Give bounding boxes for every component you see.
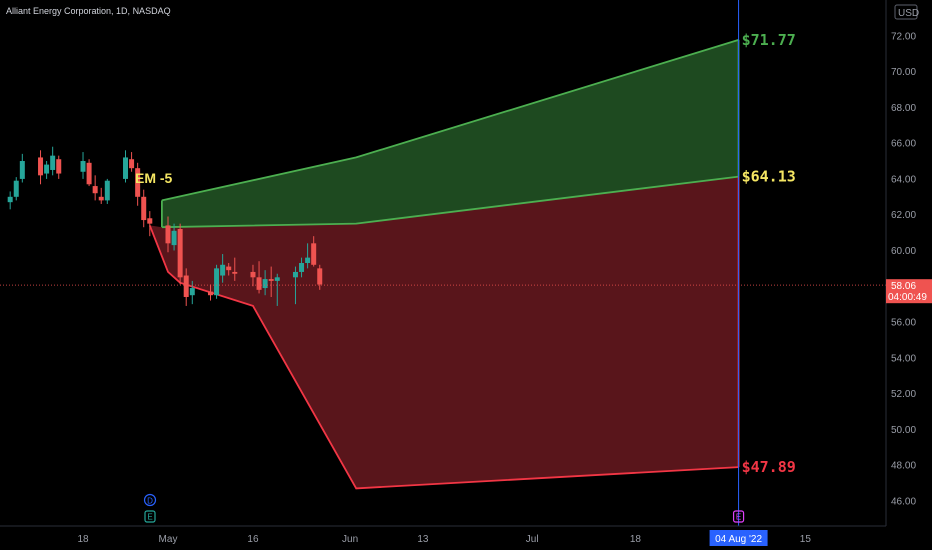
- dividend-marker-label: D: [147, 497, 153, 506]
- crosshair-date-label: 04 Aug '22: [715, 534, 762, 545]
- lower-band-area: [149, 176, 739, 489]
- y-tick-label: 52.00: [891, 389, 916, 400]
- y-tick-label: 50.00: [891, 425, 916, 436]
- candle-body: [44, 164, 50, 174]
- candle-body: [226, 266, 232, 271]
- candle-body: [207, 291, 213, 296]
- band-end-label: $64.13: [742, 168, 796, 186]
- dividend-marker[interactable]: [143, 493, 157, 507]
- y-tick-label: 70.00: [891, 67, 916, 78]
- candle-body: [50, 155, 56, 170]
- earnings-marker[interactable]: [144, 510, 156, 523]
- candle-body: [165, 225, 171, 244]
- last-price-value: 58.06: [891, 281, 916, 292]
- y-tick-label: 60.00: [891, 246, 916, 257]
- price-axis-bg[interactable]: [886, 0, 932, 550]
- candle-body: [317, 268, 323, 285]
- candle-body: [305, 257, 311, 263]
- candle-body: [274, 277, 280, 281]
- y-tick-label: 48.00: [891, 461, 916, 472]
- candle-body: [92, 186, 98, 194]
- price-axis: 46.0048.0050.0052.0054.0056.0058.0060.00…: [885, 0, 932, 550]
- candle-body: [232, 271, 238, 274]
- future-earnings-marker[interactable]: [732, 510, 745, 523]
- candle-body: [177, 229, 183, 278]
- candle-body: [80, 161, 86, 172]
- candle-body: [250, 271, 256, 278]
- candle-body: [123, 157, 129, 179]
- x-tick-label: Jun: [342, 534, 358, 545]
- candle-body: [19, 161, 25, 179]
- candle-body: [214, 268, 220, 296]
- x-tick-label: 18: [630, 534, 642, 545]
- y-tick-label: 54.00: [891, 353, 916, 364]
- crosshair-date-badge: [709, 530, 768, 546]
- candle-body: [129, 159, 135, 169]
- candle-body: [171, 230, 177, 246]
- y-tick-label: 56.00: [891, 318, 916, 329]
- upper-inner-line: [161, 175, 739, 229]
- candle-body: [86, 162, 92, 185]
- x-tick-label: 18: [77, 534, 89, 545]
- future-earnings-marker-label: E: [736, 513, 741, 522]
- upper-outer-line: [161, 39, 739, 202]
- y-tick-label: 72.00: [891, 31, 916, 42]
- candle-body: [268, 279, 274, 281]
- chart-title: Alliant Energy Corporation, 1D, NASDAQ: [6, 6, 171, 16]
- y-tick-label: 62.00: [891, 210, 916, 221]
- candle-body: [189, 288, 195, 296]
- candle-body: [311, 243, 317, 265]
- candle-body: [141, 196, 147, 221]
- candle-body: [256, 277, 262, 290]
- x-tick-label: 16: [247, 534, 259, 545]
- candle-body: [147, 218, 153, 224]
- candle-body: [104, 180, 110, 201]
- x-tick-label: 15: [800, 534, 812, 545]
- candle-body: [7, 196, 13, 203]
- currency-label: USD: [898, 8, 919, 19]
- y-tick-label: 64.00: [891, 174, 916, 185]
- y-tick-label: 66.00: [891, 139, 916, 150]
- time-axis: 18May16Jun13Jul18A1504 Aug '22: [0, 525, 886, 546]
- candle-body: [135, 168, 141, 197]
- candle-body: [13, 180, 19, 197]
- candle-body: [183, 275, 189, 297]
- y-tick-label: 68.00: [891, 103, 916, 114]
- band-end-label: $71.77: [742, 31, 796, 49]
- currency-box[interactable]: [894, 4, 918, 20]
- y-tick-label: 46.00: [891, 496, 916, 507]
- candles-group: [7, 146, 323, 306]
- last-price-badge: [886, 279, 932, 304]
- band-end-label: $47.89: [742, 458, 796, 476]
- em-label: EM -5: [135, 170, 173, 186]
- candle-body: [292, 271, 298, 278]
- candle-body: [98, 196, 104, 201]
- candle-body: [56, 159, 62, 174]
- x-tick-label: 13: [417, 534, 429, 545]
- candle-body: [38, 157, 44, 176]
- earnings-marker-label: E: [147, 513, 152, 522]
- candle-body: [262, 279, 268, 289]
- x-tick-label: May: [159, 534, 178, 545]
- countdown-timer: 04:00:49: [888, 292, 927, 303]
- upper-band-area: [161, 39, 739, 228]
- x-tick-label: Jul: [526, 534, 539, 545]
- candle-body: [299, 263, 305, 272]
- candle-body: [220, 264, 226, 276]
